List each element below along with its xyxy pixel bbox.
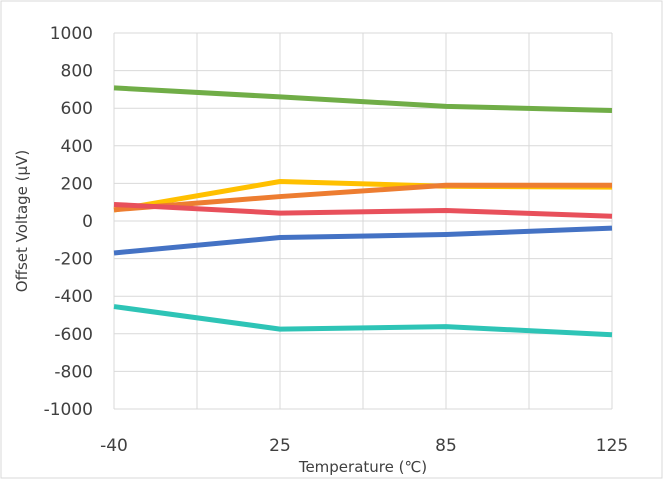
series-line-3 (113, 182, 612, 213)
series-line-6 (113, 304, 613, 338)
tick-labels: 1000 800 600 400 200 0 -200 -400 -600 -800 -1000 -4… (44, 24, 629, 456)
y-axis-title: Offset Voltage (µV) (13, 150, 31, 292)
y-tick-label: -1000 (44, 400, 93, 420)
gridlines (113, 32, 613, 410)
x-tick-label: 25 (269, 436, 291, 456)
x-tick-label: 85 (435, 436, 457, 456)
series-line-5 (113, 225, 613, 256)
series-lines (113, 85, 613, 338)
series-line-1 (113, 85, 613, 113)
x-axis-title: Temperature (℃) (298, 458, 427, 476)
y-tick-label: -400 (54, 287, 93, 307)
series-line-4 (113, 201, 613, 219)
y-tick-label: -600 (54, 325, 93, 345)
y-tick-label: 200 (61, 174, 93, 194)
y-tick-label: 600 (61, 99, 93, 119)
y-tick-label: -800 (54, 362, 93, 382)
y-tick-label: 1000 (50, 24, 93, 44)
y-tick-label: 0 (82, 212, 93, 232)
x-tick-label: -40 (100, 436, 128, 456)
x-tick-label: 125 (596, 436, 628, 456)
y-tick-label: 800 (61, 62, 93, 82)
y-tick-label: -200 (54, 250, 93, 270)
y-tick-label: 400 (61, 137, 93, 157)
